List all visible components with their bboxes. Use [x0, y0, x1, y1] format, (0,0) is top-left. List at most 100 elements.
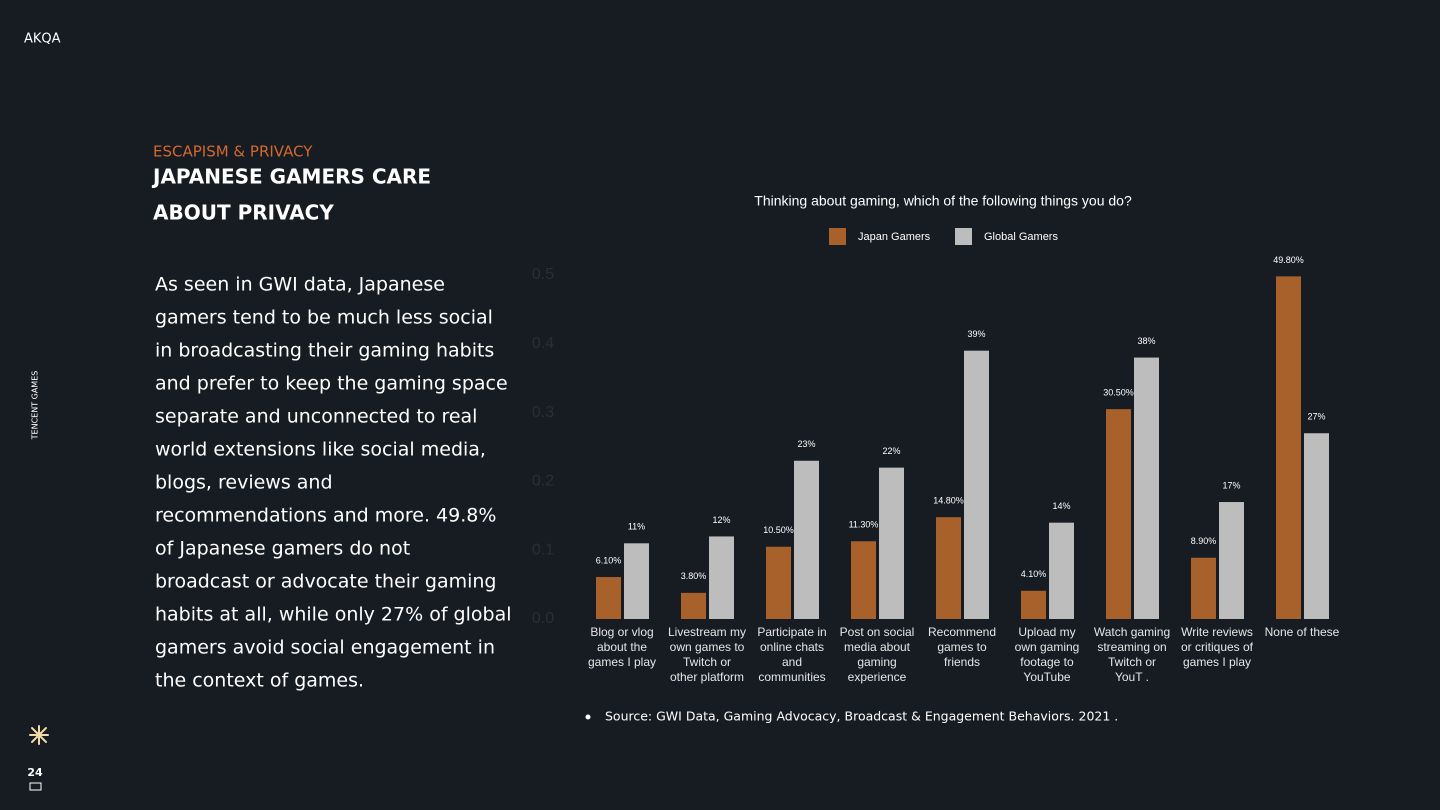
x-tick-label: or critiques of [1181, 640, 1254, 654]
bar [1276, 276, 1301, 619]
chart-title: Thinking about gaming, which of the foll… [754, 193, 1132, 209]
x-tick-label: None of these [1265, 625, 1340, 639]
bar [624, 543, 649, 619]
value-label: 10.50% [763, 525, 794, 535]
y-tick-label: 0.3 [532, 404, 554, 421]
body-text: world extensions like social media, [155, 439, 486, 461]
bar [794, 460, 819, 619]
legend-swatch [829, 228, 846, 245]
value-label: 22% [882, 446, 900, 456]
y-tick-label: 0.4 [532, 335, 554, 352]
x-tick-label: streaming on [1097, 640, 1166, 654]
x-tick-label: Recommend [928, 625, 996, 639]
bar [964, 350, 989, 619]
x-tick-label: games I play [1183, 655, 1251, 669]
value-label: 4.10% [1021, 569, 1047, 579]
x-tick-label: Livestream my [668, 625, 746, 639]
value-label: 11.30% [849, 520, 879, 530]
x-tick-label: Watch gaming [1094, 625, 1170, 639]
x-tick-label: games I play [588, 655, 656, 669]
value-label: 17% [1222, 480, 1240, 490]
bar [1049, 522, 1074, 619]
title: JAPANESE GAMERS CARE [151, 165, 431, 189]
bar [879, 467, 904, 619]
x-tick-label: online chats [760, 640, 824, 654]
bar [596, 577, 621, 619]
bar [936, 517, 961, 619]
value-label: 30.50% [1103, 388, 1134, 398]
value-label: 14.80% [933, 496, 964, 506]
body-text: in broadcasting their gaming habits [155, 340, 494, 362]
value-label: 14% [1052, 501, 1070, 511]
y-tick-label: 0.1 [532, 541, 554, 558]
x-tick-label: friends [944, 655, 980, 669]
x-tick-label: YouT . [1115, 670, 1149, 684]
x-tick-label: Upload my [1018, 625, 1075, 639]
bar [1304, 433, 1329, 619]
page-number: 24 [27, 766, 43, 779]
bar [681, 592, 706, 619]
bar [851, 541, 876, 619]
kicker: ESCAPISM & PRIVACY [153, 143, 313, 161]
value-label: 39% [967, 329, 985, 339]
bar [1134, 357, 1159, 619]
body-text: the context of games. [155, 670, 364, 692]
body-text: gamers tend to be much less social [155, 307, 493, 329]
bar [1191, 557, 1216, 619]
x-tick-label: own games to [670, 640, 745, 654]
legend-label: Global Gamers [984, 231, 1058, 243]
x-tick-label: own gaming [1015, 640, 1080, 654]
bar [766, 546, 791, 619]
bar [1106, 409, 1131, 619]
body-text: gamers avoid social engagement in [155, 637, 495, 659]
small-icon [29, 782, 42, 791]
x-tick-label: Participate in [757, 625, 826, 639]
source: Source: GWI Data, Gaming Advocacy, Broad… [605, 709, 1118, 724]
value-label: 8.90% [1191, 536, 1217, 546]
body-text: broadcast or advocate their gaming [155, 571, 496, 593]
body-text: separate and unconnected to real [155, 406, 477, 428]
x-tick-label: games to [937, 640, 987, 654]
logo: AKQA [24, 32, 61, 47]
value-label: 6.10% [596, 555, 622, 565]
y-tick-label: 0.2 [532, 473, 554, 490]
x-tick-label: Post on social [840, 625, 915, 639]
body-text: of Japanese gamers do not [155, 538, 410, 560]
x-tick-label: footage to [1020, 655, 1074, 669]
value-label: 3.80% [681, 571, 707, 581]
x-tick-label: experience [848, 670, 907, 684]
x-tick-label: other platform [670, 670, 744, 684]
value-label: 11% [628, 522, 645, 532]
y-tick-label: 0.5 [532, 266, 554, 283]
x-tick-label: Write reviews [1181, 625, 1253, 639]
body-text: and prefer to keep the gaming space [155, 373, 508, 395]
x-tick-label: Blog or vlog [590, 625, 653, 639]
bar [1219, 502, 1244, 619]
y-tick-label: 0.0 [532, 610, 554, 627]
x-tick-label: Twitch or [683, 655, 731, 669]
x-tick-label: YouTube [1023, 670, 1070, 684]
x-tick-label: about the [597, 640, 647, 654]
bullet [585, 714, 591, 720]
value-label: 27% [1307, 412, 1325, 422]
x-tick-label: communities [758, 670, 825, 684]
body-text: habits at all, while only 27% of global [155, 604, 512, 626]
x-tick-label: gaming [857, 655, 896, 669]
x-tick-label: Twitch or [1108, 655, 1156, 669]
body-text: blogs, reviews and [155, 472, 333, 494]
value-label: 12% [712, 515, 730, 525]
title: ABOUT PRIVACY [153, 201, 334, 225]
bar [709, 536, 734, 619]
bar [1021, 590, 1046, 619]
side-label: TENCENT GAMES [31, 371, 40, 441]
value-label: 38% [1137, 336, 1155, 346]
x-tick-label: and [782, 655, 802, 669]
value-label: 49.80% [1273, 255, 1304, 265]
legend-swatch [955, 228, 972, 245]
value-label: 23% [797, 439, 815, 449]
body-text: As seen in GWI data, Japanese [155, 274, 445, 296]
body-text: recommendations and more. 49.8% [155, 505, 496, 527]
